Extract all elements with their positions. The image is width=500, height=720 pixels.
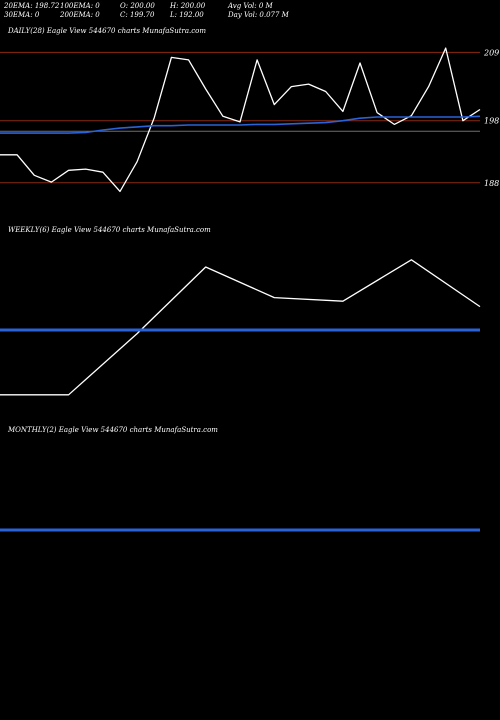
daily-price-line bbox=[0, 47, 481, 193]
weekly-panel-label: WEEKLY(6) Eagle View 544670 charts Munaf… bbox=[8, 226, 211, 234]
low-value: L: 192.00 bbox=[170, 11, 204, 19]
daily-y-tick-label: 198 bbox=[484, 117, 499, 126]
avg-vol-value: Avg Vol: 0 M bbox=[228, 2, 273, 10]
open-value: O: 200.00 bbox=[120, 2, 155, 10]
daily-y-tick-label: 188 bbox=[484, 179, 499, 188]
close-value: C: 199.70 bbox=[120, 11, 155, 19]
daily-average-line bbox=[0, 115, 481, 134]
monthly-panel-label: MONTHLY(2) Eagle View 544670 charts Muna… bbox=[8, 426, 218, 434]
day-vol-value: Day Vol: 0.077 M bbox=[228, 11, 289, 19]
ema100-value: 100EMA: 0 bbox=[60, 2, 100, 10]
daily-y-tick-label: 209 bbox=[483, 48, 499, 57]
weekly-panel bbox=[0, 259, 481, 396]
ema20-value: 20EMA: 198.72 bbox=[4, 2, 60, 10]
ema200-value: 200EMA: 0 bbox=[60, 11, 100, 19]
ema30-value: 30EMA: 0 bbox=[4, 11, 40, 19]
daily-panel-label: DAILY(28) Eagle View 544670 charts Munaf… bbox=[8, 27, 207, 35]
daily-panel: 209 198 188 bbox=[0, 47, 499, 193]
weekly-price-line bbox=[0, 259, 481, 396]
high-value: H: 200.00 bbox=[170, 2, 206, 10]
